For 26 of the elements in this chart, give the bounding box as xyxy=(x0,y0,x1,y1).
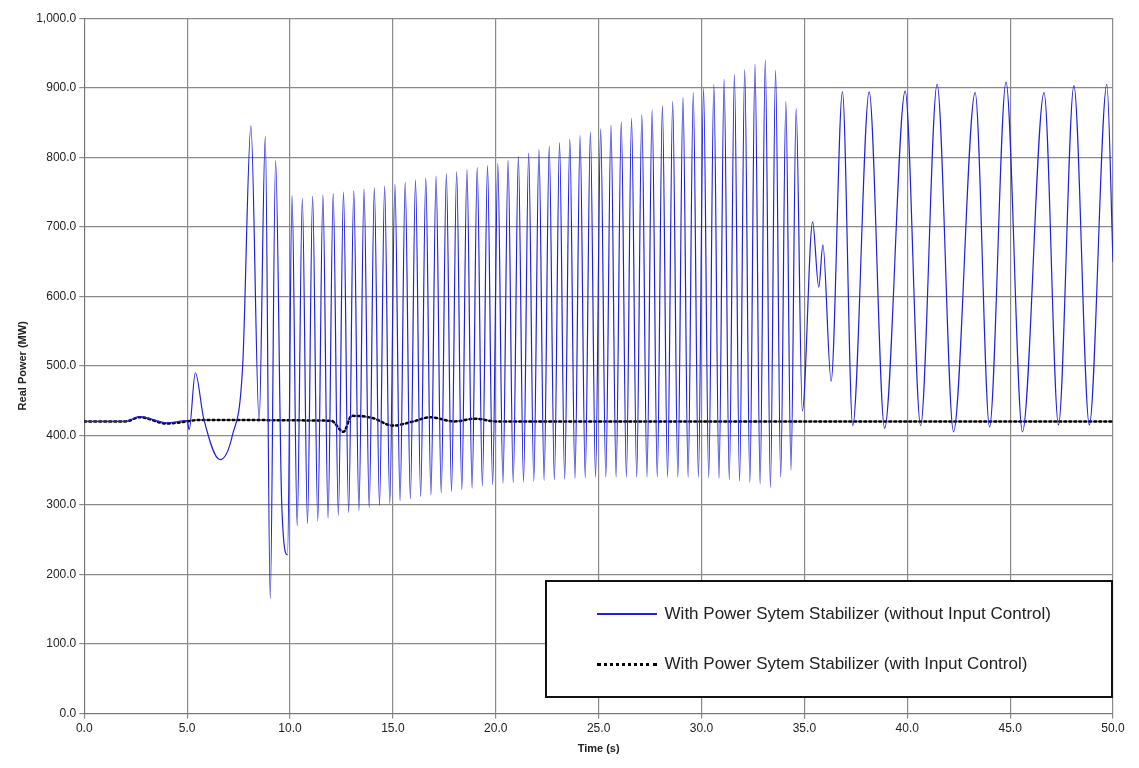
y-tick-label: 200.0 xyxy=(46,566,77,581)
y-tick-label: 900.0 xyxy=(46,80,77,95)
x-tick-label: 35.0 xyxy=(792,720,817,735)
y-tick-label: 600.0 xyxy=(46,288,77,303)
y-tick-label: 1,000.0 xyxy=(36,10,77,25)
y-tick-label: 0.0 xyxy=(59,705,77,720)
x-tick-label: 20.0 xyxy=(484,720,508,735)
legend-label: With Power Sytem Stabilizer (without Input Control) xyxy=(664,604,1051,624)
y-tick-label: 400.0 xyxy=(46,427,77,442)
y-axis-title: Real Power (MW) xyxy=(15,320,28,411)
x-tick-label: 40.0 xyxy=(895,720,920,735)
x-tick-label: 5.0 xyxy=(178,720,196,735)
x-tick-label: 25.0 xyxy=(586,720,611,735)
legend-label: With Power Sytem Stabilizer (with Input Control) xyxy=(664,654,1028,674)
x-tick-label: 10.0 xyxy=(278,720,302,735)
y-tick-label: 800.0 xyxy=(46,149,77,164)
x-tick-label: 15.0 xyxy=(381,720,405,735)
y-tick-label: 500.0 xyxy=(46,358,77,373)
y-tick-label: 300.0 xyxy=(46,497,77,512)
x-tick-label: 30.0 xyxy=(689,720,714,735)
x-tick-label: 50.0 xyxy=(1101,720,1125,735)
x-tick-label: 0.0 xyxy=(75,720,93,735)
x-axis-title: Time (s) xyxy=(577,742,620,755)
x-tick-label: 45.0 xyxy=(998,720,1023,735)
y-tick-label: 700.0 xyxy=(46,219,77,234)
y-tick-label: 100.0 xyxy=(46,636,77,651)
